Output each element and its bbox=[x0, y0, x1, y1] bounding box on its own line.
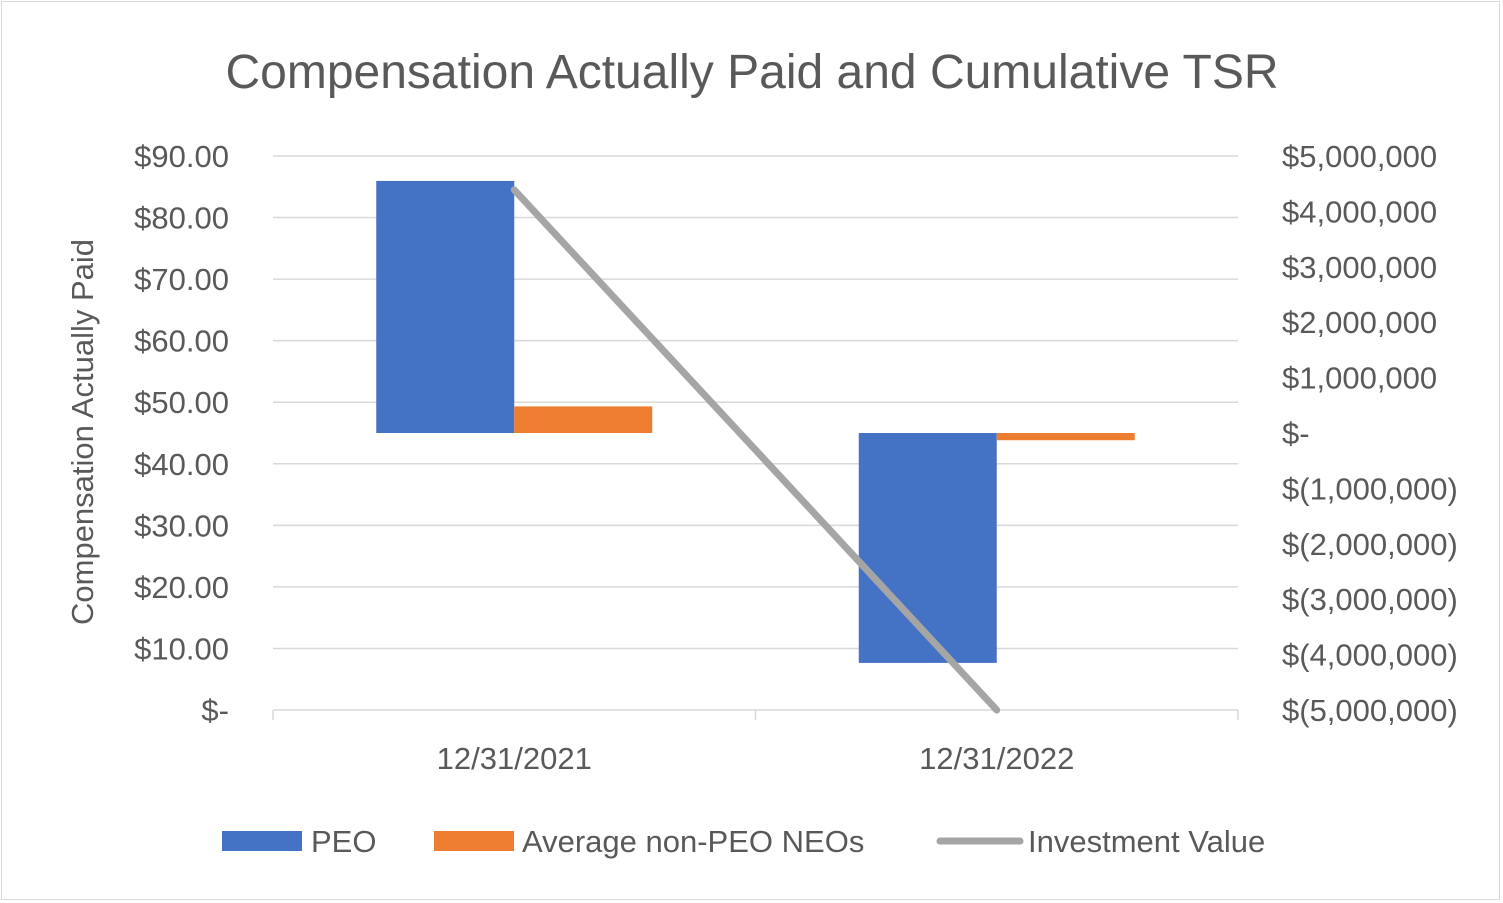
category-label: 12/31/2021 bbox=[437, 741, 592, 776]
legend-neo-label: Average non-PEO NEOs bbox=[522, 824, 864, 859]
left-axis-ticks: $- $10.00 $20.00 $30.00 $40.00 $50.00 $60.00 $7… bbox=[134, 139, 229, 728]
right-tick-label: $3,000,000 bbox=[1282, 250, 1437, 285]
left-tick-label: $80.00 bbox=[134, 201, 229, 236]
left-tick-label: $10.00 bbox=[134, 631, 229, 666]
legend: PEO Average non-PEO NEOs Investment Value bbox=[222, 824, 1265, 859]
chart-title: Compensation Actually Paid and Cumulativ… bbox=[226, 46, 1279, 99]
legend-neo-swatch bbox=[434, 831, 514, 851]
right-tick-label: $4,000,000 bbox=[1282, 194, 1437, 229]
bars bbox=[376, 180, 1135, 663]
legend-neo: Average non-PEO NEOs bbox=[434, 824, 864, 859]
gridlines bbox=[273, 155, 1238, 650]
legend-peo: PEO bbox=[222, 824, 376, 859]
right-tick-label: $1,000,000 bbox=[1282, 361, 1437, 396]
left-tick-label: $40.00 bbox=[134, 447, 229, 482]
neo-bar-1 bbox=[514, 406, 653, 433]
right-tick-label: $5,000,000 bbox=[1282, 139, 1437, 174]
right-axis-ticks: $(5,000,000) $(4,000,000) $(3,000,000) $(2,… bbox=[1282, 139, 1458, 728]
legend-peo-swatch bbox=[222, 831, 302, 851]
right-tick-label: $(4,000,000) bbox=[1282, 638, 1458, 673]
right-tick-label: $(1,000,000) bbox=[1282, 471, 1458, 506]
right-tick-label: $(3,000,000) bbox=[1282, 582, 1458, 617]
category-label: 12/31/2022 bbox=[919, 741, 1074, 776]
peo-bar-2 bbox=[858, 433, 997, 663]
legend-investment-label: Investment Value bbox=[1028, 824, 1265, 859]
investment-value-line bbox=[510, 186, 1001, 714]
peo-bar-1 bbox=[376, 180, 515, 433]
y-axis-title: Compensation Actually Paid bbox=[65, 239, 100, 625]
left-tick-label: $- bbox=[201, 693, 229, 728]
left-tick-label: $30.00 bbox=[134, 508, 229, 543]
neo-bar-2 bbox=[996, 433, 1135, 441]
legend-peo-label: PEO bbox=[311, 824, 376, 859]
left-tick-label: $50.00 bbox=[134, 385, 229, 420]
category-axis bbox=[272, 709, 1239, 720]
left-tick-label: $60.00 bbox=[134, 324, 229, 359]
right-tick-label: $(2,000,000) bbox=[1282, 527, 1458, 562]
line-series bbox=[510, 186, 1001, 714]
right-tick-label: $2,000,000 bbox=[1282, 305, 1437, 340]
right-tick-label: $- bbox=[1282, 416, 1310, 451]
left-tick-label: $90.00 bbox=[134, 139, 229, 174]
left-tick-label: $20.00 bbox=[134, 570, 229, 605]
right-tick-label: $(5,000,000) bbox=[1282, 693, 1458, 728]
left-tick-label: $70.00 bbox=[134, 262, 229, 297]
category-labels: 12/31/2021 12/31/2022 bbox=[437, 741, 1075, 776]
legend-investment: Investment Value bbox=[936, 824, 1265, 859]
